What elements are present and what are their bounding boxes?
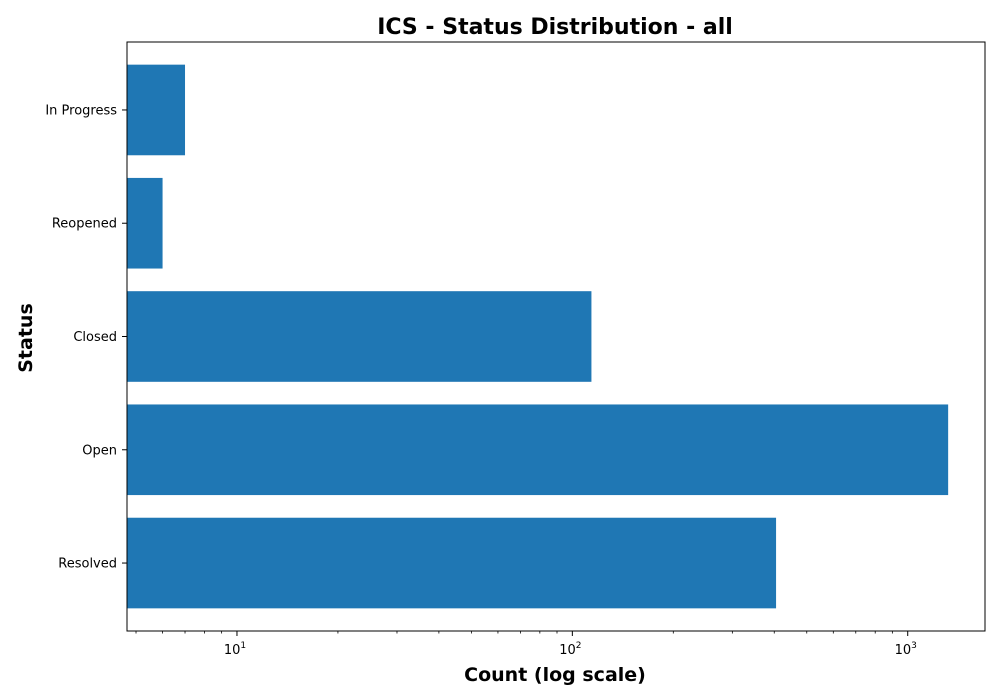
bar-closed: [127, 291, 591, 382]
bar-reopened: [127, 178, 163, 269]
x-tick-base: 10: [895, 643, 912, 658]
x-tick-label: 102: [559, 641, 581, 658]
x-tick-base: 10: [224, 643, 241, 658]
y-axis-ticks: In Progress Reopened Closed Open Resolved: [45, 103, 127, 571]
x-tick-label: 101: [224, 641, 246, 658]
bar-in-progress: [127, 65, 185, 156]
x-axis-label: Count (log scale): [464, 664, 646, 686]
bar-open: [127, 404, 948, 495]
y-axis-label: Status: [15, 303, 37, 373]
y-tick-label: Open: [82, 443, 117, 458]
x-tick-label: 103: [895, 641, 917, 658]
y-tick-label: Resolved: [58, 557, 117, 572]
x-tick-exponent: 1: [240, 641, 246, 651]
y-tick-label: In Progress: [45, 103, 117, 118]
chart-title: ICS - Status Distribution - all: [377, 15, 733, 40]
x-axis-ticks: 101 102 103: [136, 631, 917, 658]
y-tick-label: Reopened: [52, 217, 117, 232]
x-tick-exponent: 3: [911, 641, 917, 651]
y-tick-label: Closed: [73, 330, 117, 345]
x-tick-exponent: 2: [576, 641, 582, 651]
bar-resolved: [127, 518, 776, 609]
x-tick-base: 10: [559, 643, 576, 658]
bars-group: [127, 65, 948, 609]
